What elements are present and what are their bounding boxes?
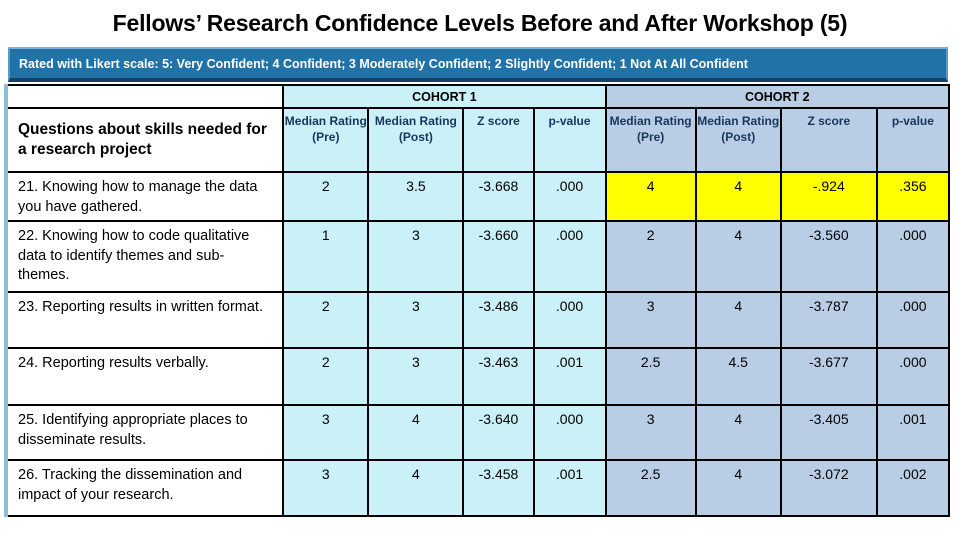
table-row-q24: 24. Reporting results verbally. 2 3 -3.4… xyxy=(4,347,951,407)
c1-zscore-cell: -3.486 xyxy=(462,291,535,350)
c2-pvalue-cell: .000 xyxy=(875,220,951,294)
c1-pvalue-cell: .000 xyxy=(532,291,607,350)
c2-post-header: Median Rating (Post) xyxy=(694,107,782,173)
c1-zscore-cell: -3.458 xyxy=(462,459,535,518)
c2-post-cell: 4 xyxy=(694,220,782,294)
c2-post-cell-highlighted: 4 xyxy=(694,170,782,223)
c1-post-cell: 3 xyxy=(367,291,465,350)
c2-pre-cell: 2.5 xyxy=(604,347,697,407)
c2-zscore-cell: -3.677 xyxy=(779,347,878,407)
c2-post-cell: 4 xyxy=(694,291,782,350)
question-cell: 23. Reporting results in written format. xyxy=(4,291,285,350)
c2-pre-cell: 2 xyxy=(604,220,697,294)
question-cell: 25. Identifying appropriate places to di… xyxy=(4,404,285,462)
c1-post-cell: 4 xyxy=(367,459,465,518)
c1-post-header: Median Rating (Post) xyxy=(367,107,465,173)
c1-post-cell: 3 xyxy=(367,220,465,294)
cohort2-header: COHORT 2 xyxy=(604,84,951,109)
c1-pvalue-header: p-value xyxy=(532,107,607,173)
c2-zscore-header: Z score xyxy=(779,107,878,173)
c2-pre-cell-highlighted: 4 xyxy=(604,170,697,223)
c1-pre-cell: 2 xyxy=(282,347,370,407)
c1-pvalue-cell: .000 xyxy=(532,220,607,294)
c2-pre-cell: 2.5 xyxy=(604,459,697,518)
c2-zscore-cell: -3.787 xyxy=(779,291,878,350)
likert-scale-text: Rated with Likert scale: 5: Very Confide… xyxy=(19,56,748,71)
c2-pvalue-cell: .001 xyxy=(875,404,951,462)
likert-scale-banner: Rated with Likert scale: 5: Very Confide… xyxy=(8,47,948,82)
c1-zscore-cell: -3.660 xyxy=(462,220,535,294)
c1-pvalue-cell: .001 xyxy=(532,347,607,407)
c1-pvalue-cell: .001 xyxy=(532,459,607,518)
c1-post-cell: 4 xyxy=(367,404,465,462)
table-row-q25: 25. Identifying appropriate places to di… xyxy=(4,404,951,462)
c1-pre-header: Median Rating (Pre) xyxy=(282,107,370,173)
c1-pvalue-cell: .000 xyxy=(532,404,607,462)
c2-zscore-cell: -3.072 xyxy=(779,459,878,518)
c2-pvalue-cell: .000 xyxy=(875,291,951,350)
question-cell: 26. Tracking the dissemination and impac… xyxy=(4,459,285,518)
cohort1-header: COHORT 1 xyxy=(282,84,607,109)
question-cell: 24. Reporting results verbally. xyxy=(4,347,285,407)
questions-column-header: Questions about skills needed for a rese… xyxy=(4,107,285,173)
c2-pvalue-cell: .000 xyxy=(875,347,951,407)
c1-zscore-cell: -3.640 xyxy=(462,404,535,462)
c2-pvalue-cell: .002 xyxy=(875,459,951,518)
c1-zscore-cell: -3.668 xyxy=(462,170,535,223)
c1-post-cell: 3.5 xyxy=(367,170,465,223)
c2-pre-cell: 3 xyxy=(604,404,697,462)
c1-pre-cell: 3 xyxy=(282,404,370,462)
c2-post-cell: 4 xyxy=(694,404,782,462)
c2-zscore-cell: -3.560 xyxy=(779,220,878,294)
c2-pvalue-cell-highlighted: .356 xyxy=(875,170,951,223)
c1-pre-cell: 1 xyxy=(282,220,370,294)
corner-cell xyxy=(4,84,285,109)
c2-zscore-cell-highlighted: -.924 xyxy=(779,170,878,223)
c2-post-cell: 4.5 xyxy=(694,347,782,407)
confidence-table: COHORT 1 COHORT 2 Questions about skills… xyxy=(4,84,951,518)
c1-zscore-cell: -3.463 xyxy=(462,347,535,407)
c2-pre-header: Median Rating (Pre) xyxy=(604,107,697,173)
table-row-q23: 23. Reporting results in written format.… xyxy=(4,291,951,350)
c2-zscore-cell: -3.405 xyxy=(779,404,878,462)
c1-pre-cell: 3 xyxy=(282,459,370,518)
question-cell: 21. Knowing how to manage the data you h… xyxy=(4,170,285,223)
c2-pre-cell: 3 xyxy=(604,291,697,350)
column-header-row: Questions about skills needed for a rese… xyxy=(4,107,951,173)
c2-pvalue-header: p-value xyxy=(875,107,951,173)
c1-zscore-header: Z score xyxy=(462,107,535,173)
c1-pre-cell: 2 xyxy=(282,291,370,350)
question-cell: 22. Knowing how to code qualitative data… xyxy=(4,220,285,294)
slide-title: Fellows’ Research Confidence Levels Befo… xyxy=(112,10,848,36)
c2-post-cell: 4 xyxy=(694,459,782,518)
table-row-q26: 26. Tracking the dissemination and impac… xyxy=(4,459,951,518)
c1-post-cell: 3 xyxy=(367,347,465,407)
table-row-q21: 21. Knowing how to manage the data you h… xyxy=(4,170,951,223)
cohort-header-row: COHORT 1 COHORT 2 xyxy=(4,84,951,109)
c1-pvalue-cell: .000 xyxy=(532,170,607,223)
c1-pre-cell: 2 xyxy=(282,170,370,223)
table-row-q22: 22. Knowing how to code qualitative data… xyxy=(4,220,951,294)
